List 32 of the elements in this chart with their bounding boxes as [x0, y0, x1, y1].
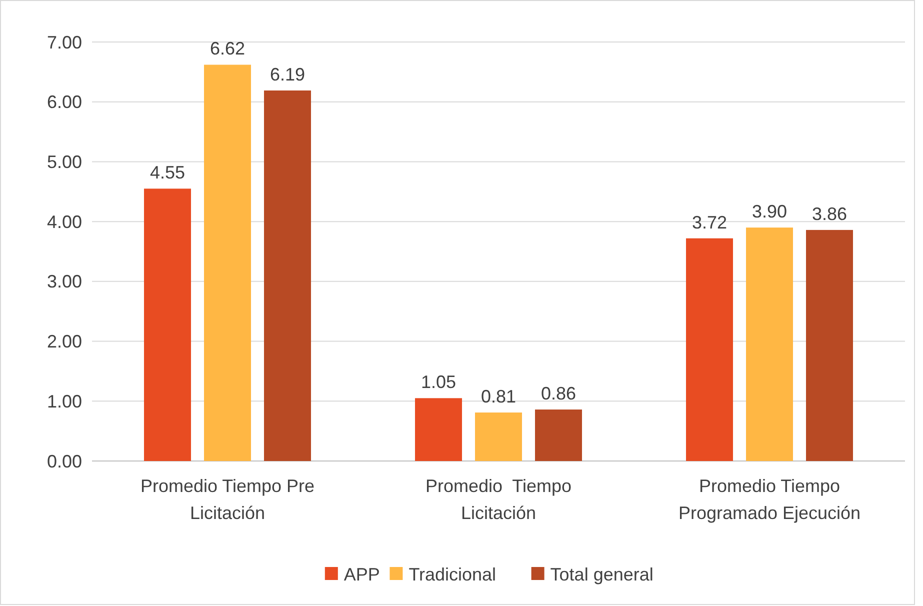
y-tick-label: 0.00 [46, 451, 82, 472]
y-tick-label: 7.00 [46, 32, 82, 52]
data-label: 3.90 [752, 202, 788, 222]
y-tick-label: 4.00 [46, 212, 82, 232]
data-label: 3.86 [812, 204, 848, 224]
data-label: 3.72 [692, 212, 728, 232]
legend-label: Tradicional [408, 564, 496, 584]
data-label: 0.86 [540, 384, 576, 404]
y-tick-label: 5.00 [46, 152, 82, 172]
data-label: 0.81 [480, 386, 516, 407]
bar [144, 188, 191, 461]
y-tick-label: 2.00 [46, 332, 82, 352]
x-tick-label: Promedio Tiempo Pre Licitación [140, 476, 315, 523]
bar [806, 230, 853, 461]
legend-label: APP [344, 564, 380, 584]
bar [746, 228, 793, 461]
bar [535, 410, 582, 461]
bar [415, 398, 462, 461]
legend-label: Total general [550, 564, 654, 584]
bar [475, 412, 522, 461]
data-label: 1.05 [420, 372, 456, 392]
x-tick-label: Promedio Tiempo Licitación [425, 476, 572, 523]
data-label: 6.62 [210, 38, 246, 59]
bar [264, 90, 311, 461]
bar [204, 64, 251, 461]
y-tick-label: 6.00 [46, 92, 82, 112]
y-tick-label: 3.00 [46, 272, 82, 292]
data-label: 4.55 [150, 162, 186, 183]
y-tick-label: 1.00 [46, 391, 82, 412]
x-tick-label: Promedio Tiempo Programado Ejecución [678, 476, 861, 523]
data-label: 6.19 [270, 64, 306, 84]
bar [686, 238, 733, 461]
